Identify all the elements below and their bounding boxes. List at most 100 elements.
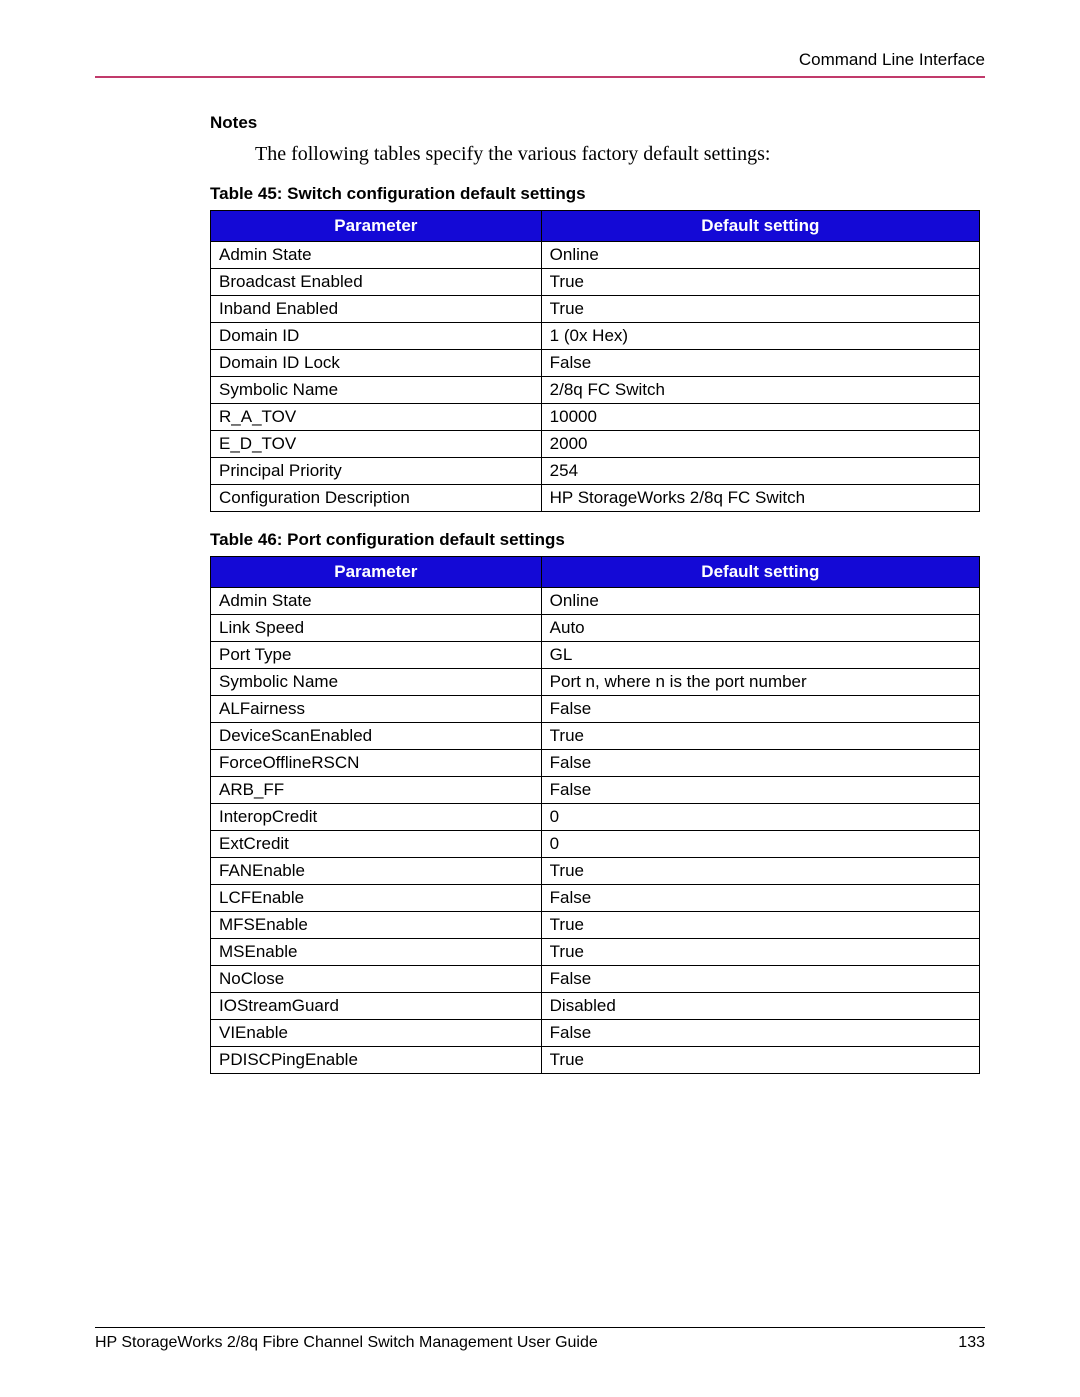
table-row: FANEnableTrue — [211, 858, 980, 885]
table-row: ForceOfflineRSCNFalse — [211, 750, 980, 777]
table-cell: 1 (0x Hex) — [541, 323, 979, 350]
table-row: E_D_TOV2000 — [211, 431, 980, 458]
table-cell: Port Type — [211, 642, 542, 669]
table45: Parameter Default setting Admin StateOnl… — [210, 210, 980, 512]
table-cell: DeviceScanEnabled — [211, 723, 542, 750]
table-cell: Inband Enabled — [211, 296, 542, 323]
table-cell: Principal Priority — [211, 458, 542, 485]
table-cell: False — [541, 750, 979, 777]
table-cell: PDISCPingEnable — [211, 1047, 542, 1074]
table-cell: NoClose — [211, 966, 542, 993]
table-row: DeviceScanEnabledTrue — [211, 723, 980, 750]
table-cell: True — [541, 1047, 979, 1074]
page-footer: HP StorageWorks 2/8q Fibre Channel Switc… — [95, 1319, 985, 1352]
table-cell: Admin State — [211, 588, 542, 615]
table-row: Broadcast EnabledTrue — [211, 269, 980, 296]
table-cell: False — [541, 966, 979, 993]
table-header-row: Parameter Default setting — [211, 557, 980, 588]
table-cell: Domain ID — [211, 323, 542, 350]
table46-col-parameter: Parameter — [211, 557, 542, 588]
table-cell: 2/8q FC Switch — [541, 377, 979, 404]
table-cell: False — [541, 696, 979, 723]
table-cell: ForceOfflineRSCN — [211, 750, 542, 777]
table-row: Port TypeGL — [211, 642, 980, 669]
document-page: Command Line Interface Notes The followi… — [0, 0, 1080, 1397]
table-cell: False — [541, 885, 979, 912]
table-cell: E_D_TOV — [211, 431, 542, 458]
table46-col-default: Default setting — [541, 557, 979, 588]
table-row: Inband EnabledTrue — [211, 296, 980, 323]
table-cell: GL — [541, 642, 979, 669]
table-cell: True — [541, 723, 979, 750]
table-cell: Configuration Description — [211, 485, 542, 512]
table45-caption: Table 45: Switch configuration default s… — [210, 184, 985, 204]
table-row: Admin StateOnline — [211, 242, 980, 269]
top-divider — [95, 76, 985, 78]
table-row: IOStreamGuardDisabled — [211, 993, 980, 1020]
table-cell: Port n, where n is the port number — [541, 669, 979, 696]
table-cell: True — [541, 912, 979, 939]
table-cell: True — [541, 296, 979, 323]
table-row: Symbolic Name2/8q FC Switch — [211, 377, 980, 404]
table46-caption: Table 46: Port configuration default set… — [210, 530, 985, 550]
table-cell: ALFairness — [211, 696, 542, 723]
table-cell: Admin State — [211, 242, 542, 269]
section-label: Command Line Interface — [95, 50, 985, 70]
table-cell: MFSEnable — [211, 912, 542, 939]
table-cell: 0 — [541, 804, 979, 831]
table45-col-default: Default setting — [541, 211, 979, 242]
table-cell: MSEnable — [211, 939, 542, 966]
table-cell: 0 — [541, 831, 979, 858]
table-cell: IOStreamGuard — [211, 993, 542, 1020]
table-row: MSEnableTrue — [211, 939, 980, 966]
table-cell: Symbolic Name — [211, 669, 542, 696]
table45-col-parameter: Parameter — [211, 211, 542, 242]
table-cell: True — [541, 269, 979, 296]
table-cell: ARB_FF — [211, 777, 542, 804]
table-row: Principal Priority254 — [211, 458, 980, 485]
table-cell: Auto — [541, 615, 979, 642]
table-cell: Broadcast Enabled — [211, 269, 542, 296]
table-cell: HP StorageWorks 2/8q FC Switch — [541, 485, 979, 512]
table-cell: InteropCredit — [211, 804, 542, 831]
table-cell: R_A_TOV — [211, 404, 542, 431]
table46: Parameter Default setting Admin StateOnl… — [210, 556, 980, 1074]
table-row: NoCloseFalse — [211, 966, 980, 993]
table-cell: LCFEnable — [211, 885, 542, 912]
table-row: Link SpeedAuto — [211, 615, 980, 642]
table-cell: Domain ID Lock — [211, 350, 542, 377]
table-cell: False — [541, 777, 979, 804]
table-cell: Disabled — [541, 993, 979, 1020]
table-cell: Online — [541, 242, 979, 269]
table-cell: True — [541, 939, 979, 966]
footer-divider — [95, 1327, 985, 1328]
table-header-row: Parameter Default setting — [211, 211, 980, 242]
table-row: InteropCredit0 — [211, 804, 980, 831]
table-cell: True — [541, 858, 979, 885]
intro-text: The following tables specify the various… — [255, 143, 985, 166]
table-cell: Link Speed — [211, 615, 542, 642]
table-row: MFSEnableTrue — [211, 912, 980, 939]
table-row: PDISCPingEnableTrue — [211, 1047, 980, 1074]
table-row: Domain ID LockFalse — [211, 350, 980, 377]
table-cell: FANEnable — [211, 858, 542, 885]
table-row: LCFEnableFalse — [211, 885, 980, 912]
table-cell: False — [541, 350, 979, 377]
table-cell: 2000 — [541, 431, 979, 458]
page-number: 133 — [958, 1334, 985, 1352]
table-row: Symbolic NamePort n, where n is the port… — [211, 669, 980, 696]
table-row: R_A_TOV10000 — [211, 404, 980, 431]
table-cell: False — [541, 1020, 979, 1047]
table-row: ARB_FFFalse — [211, 777, 980, 804]
table-row: VIEnableFalse — [211, 1020, 980, 1047]
table-cell: 254 — [541, 458, 979, 485]
table-row: ALFairnessFalse — [211, 696, 980, 723]
table-cell: 10000 — [541, 404, 979, 431]
table-cell: Online — [541, 588, 979, 615]
notes-heading: Notes — [210, 113, 985, 133]
table-cell: VIEnable — [211, 1020, 542, 1047]
table-row: Domain ID1 (0x Hex) — [211, 323, 980, 350]
table-row: ExtCredit0 — [211, 831, 980, 858]
footer-title: HP StorageWorks 2/8q Fibre Channel Switc… — [95, 1334, 598, 1352]
table-cell: ExtCredit — [211, 831, 542, 858]
